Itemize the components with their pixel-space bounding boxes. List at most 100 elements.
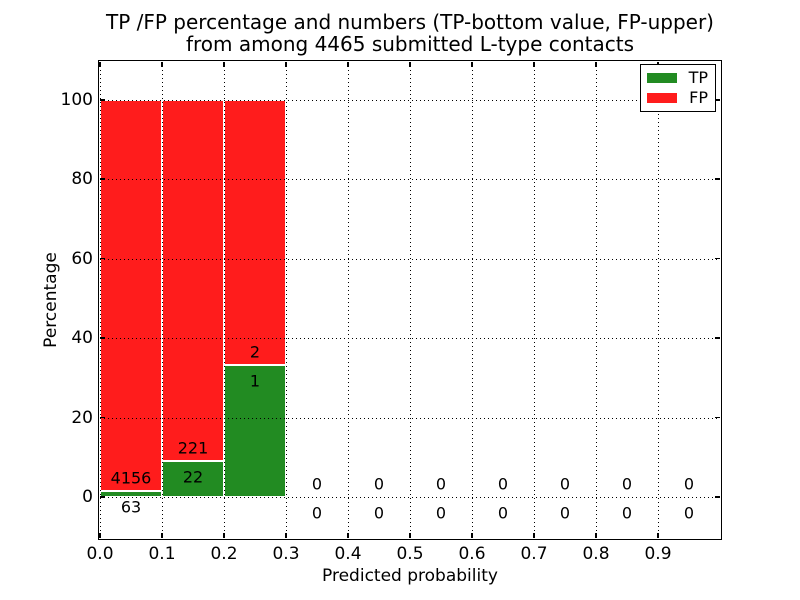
y-tick-mark (100, 178, 105, 180)
legend-item-tp: TP (646, 68, 708, 87)
x-tick-mark (161, 533, 163, 538)
x-tick-label: 0.7 (520, 544, 548, 564)
x-tick-label: 0.1 (148, 544, 176, 564)
x-tick-mark-top (99, 62, 101, 67)
horizontal-gridline (100, 99, 720, 101)
y-tick-mark (100, 337, 105, 339)
fp-bar-segment (162, 99, 224, 462)
fp-count-label: 2 (249, 342, 261, 362)
tp-legend-swatch (646, 73, 677, 83)
legend: TP FP (639, 64, 716, 112)
fp-count-label: 0 (373, 474, 385, 494)
fp-count-label: 0 (683, 474, 695, 494)
vertical-gridline (471, 62, 473, 538)
fp-count-label: 0 (497, 474, 509, 494)
x-tick-label: 0.0 (86, 544, 114, 564)
x-tick-mark (347, 533, 349, 538)
y-tick-mark-right (715, 178, 720, 180)
tp-legend-label: TP (688, 68, 708, 87)
x-tick-mark-top (595, 62, 597, 67)
x-tick-mark (533, 533, 535, 538)
fp-count-label: 0 (559, 474, 571, 494)
fp-count-label: 0 (435, 474, 447, 494)
x-tick-mark-top (347, 62, 349, 67)
tp-count-label: 22 (182, 467, 204, 487)
y-tick-mark-right (715, 98, 720, 101)
vertical-gridline (595, 62, 597, 538)
fp-bar-segment (100, 99, 162, 492)
x-tick-mark (409, 533, 411, 538)
x-tick-mark (285, 533, 287, 538)
x-tick-label: 0.6 (458, 544, 486, 564)
x-tick-mark-top (161, 62, 163, 67)
x-tick-mark-top (471, 62, 473, 67)
fp-count-label: 0 (621, 474, 633, 494)
y-tick-label: 80 (71, 169, 93, 190)
x-tick-mark-top (223, 62, 225, 67)
tp-count-label: 1 (249, 371, 261, 391)
x-tick-label: 0.3 (272, 544, 300, 564)
fp-count-label: 221 (177, 438, 209, 458)
x-tick-label: 0.8 (582, 544, 610, 564)
fp-count-label: 4156 (110, 468, 152, 488)
y-tick-label: 40 (71, 328, 93, 349)
tp-count-label: 0 (497, 503, 509, 523)
legend-item-fp: FP (646, 88, 708, 107)
x-tick-mark-top (533, 62, 535, 67)
x-tick-label: 0.9 (644, 544, 672, 564)
x-tick-mark (99, 533, 101, 538)
vertical-gridline (99, 62, 101, 538)
tp-count-label: 0 (683, 503, 695, 523)
horizontal-gridline (100, 417, 720, 419)
y-tick-mark (100, 257, 105, 260)
tp-count-label: 0 (621, 503, 633, 523)
tp-bar-segment (224, 364, 286, 498)
vertical-gridline (409, 62, 411, 538)
y-tick-mark (100, 416, 105, 419)
tp-count-label: 0 (559, 503, 571, 523)
y-tick-mark (100, 98, 105, 101)
tp-count-label: 0 (373, 503, 385, 523)
y-tick-labels: 0 20 40 60 80 100 (0, 0, 93, 600)
plot-area: TP FP 4156 63 221 22 2 1 0 0 0 0 0 0 0 0 0 0 0 0 0 0 (98, 60, 722, 540)
vertical-gridline (657, 62, 659, 538)
horizontal-gridline (100, 258, 720, 260)
fp-legend-label: FP (689, 88, 708, 107)
y-tick-label: 100 (60, 89, 93, 110)
tp-count-label: 63 (120, 497, 142, 517)
fp-bar-segment (224, 99, 286, 365)
y-tick-mark-right (715, 337, 720, 339)
x-tick-label: 0.4 (334, 544, 362, 564)
tp-bar-segment (162, 461, 224, 498)
x-tick-mark-top (409, 62, 411, 67)
y-tick-label: 20 (71, 407, 93, 428)
x-tick-mark-top (285, 62, 287, 67)
fp-legend-swatch (646, 93, 677, 103)
vertical-gridline (533, 62, 535, 538)
y-tick-mark-right (715, 257, 720, 260)
fp-count-label: 0 (311, 474, 323, 494)
vertical-gridline (223, 62, 225, 538)
vertical-gridline (285, 62, 287, 538)
x-tick-mark (595, 533, 597, 538)
tp-count-label: 0 (311, 503, 323, 523)
tp-count-label: 0 (435, 503, 447, 523)
chart-title-line1: TP /FP percentage and numbers (TP-bottom… (106, 10, 714, 34)
x-axis-label: Predicted probability (322, 566, 498, 586)
y-tick-label: 0 (82, 487, 93, 508)
y-tick-mark (100, 496, 105, 498)
chart-title-line2: from among 4465 submitted L-type contact… (185, 32, 635, 56)
horizontal-gridline (100, 338, 720, 340)
y-tick-label: 60 (71, 248, 93, 269)
horizontal-gridline (100, 497, 720, 499)
vertical-gridline (347, 62, 349, 538)
x-tick-mark (471, 533, 473, 538)
x-tick-label: 0.2 (210, 544, 238, 564)
vertical-gridline (161, 62, 163, 538)
y-tick-mark-right (715, 416, 720, 419)
horizontal-gridline (100, 179, 720, 181)
chart-title: TP /FP percentage and numbers (TP-bottom… (100, 11, 720, 55)
x-tick-label: 0.5 (396, 544, 424, 564)
x-tick-mark (223, 533, 225, 538)
